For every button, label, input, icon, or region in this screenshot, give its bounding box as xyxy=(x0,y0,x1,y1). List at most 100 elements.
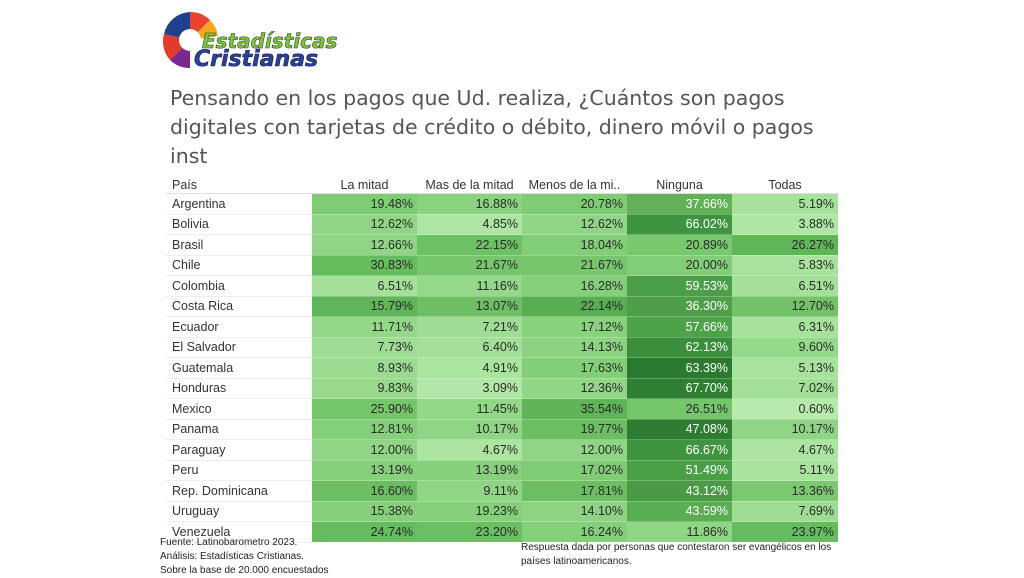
heatmap-cell: 20.89% xyxy=(627,234,732,256)
heatmap-cell: 19.23% xyxy=(417,501,522,522)
table-row: El Salvador 7.73% 6.40% 14.13% 62.13% 9.60% xyxy=(166,337,838,358)
table-row: Argentina 19.48% 16.88% 20.78% 37.66% 5.19% xyxy=(166,193,838,215)
heatmap-cell: 14.10% xyxy=(522,501,627,522)
heatmap-cell: 20.78% xyxy=(522,193,627,215)
table-row: Peru 13.19% 13.19% 17.02% 51.49% 5.11% xyxy=(166,460,838,481)
table-row: Venezuela 24.74% 23.20% 16.24% 11.86% 23.97% xyxy=(166,521,838,543)
heatmap-cell: 3.09% xyxy=(417,378,522,399)
heatmap-cell: 22.15% xyxy=(417,234,522,256)
heatmap-cell: 9.11% xyxy=(417,480,522,502)
heatmap-cell: 7.69% xyxy=(732,501,838,522)
country-label: El Salvador xyxy=(166,337,312,358)
table-row: Panama 12.81% 10.17% 19.77% 47.08% 10.17% xyxy=(166,419,838,440)
footer-note: Respuesta dada por personas que contesta… xyxy=(521,542,832,567)
table-row: Bolivia 12.62% 4.85% 12.62% 66.02% 3.88% xyxy=(166,214,838,235)
heatmap-table-container: País La mitad Mas de la mitad Menos de la … xyxy=(166,177,838,543)
heatmap-cell: 12.62% xyxy=(312,214,417,235)
heatmap-cell: 25.90% xyxy=(312,398,417,420)
country-label: Guatemala xyxy=(166,357,312,379)
table-row: Costa Rica 15.79% 13.07% 22.14% 36.30% 12.70% xyxy=(166,296,838,317)
country-label: Brasil xyxy=(166,234,312,256)
heatmap-cell: 37.66% xyxy=(627,193,732,215)
analysis-text: Análisis: Estadísticas Cristianas. xyxy=(160,551,304,562)
heatmap-cell: 5.83% xyxy=(732,255,838,276)
heatmap-cell: 17.63% xyxy=(522,357,627,379)
table-row: Honduras 9.83% 3.09% 12.36% 67.70% 7.02% xyxy=(166,378,838,399)
heatmap-cell: 59.53% xyxy=(627,275,732,297)
heatmap-cell: 20.00% xyxy=(627,255,732,276)
table-row: Chile 30.83% 21.67% 21.67% 20.00% 5.83% xyxy=(166,255,838,276)
heatmap-cell: 12.70% xyxy=(732,296,838,317)
country-label: Rep. Dominicana xyxy=(166,480,312,502)
heatmap-cell: 22.14% xyxy=(522,296,627,317)
heatmap-cell: 15.38% xyxy=(312,501,417,522)
heatmap-cell: 19.77% xyxy=(522,419,627,440)
table-row: Mexico 25.90% 11.45% 35.54% 26.51% 0.60% xyxy=(166,398,838,420)
heatmap-cell: 16.88% xyxy=(417,193,522,215)
heatmap-cell: 4.91% xyxy=(417,357,522,379)
heatmap-cell: 7.21% xyxy=(417,316,522,338)
heatmap-cell: 17.81% xyxy=(522,480,627,502)
heatmap-cell: 12.36% xyxy=(522,378,627,399)
heatmap-cell: 57.66% xyxy=(627,316,732,338)
heatmap-cell: 12.66% xyxy=(312,234,417,256)
logo-text-line1: Estadísticas xyxy=(202,29,337,53)
country-label: Uruguay xyxy=(166,501,312,522)
column-header: Todas xyxy=(732,177,838,194)
heatmap-cell: 12.62% xyxy=(522,214,627,235)
heatmap-cell: 16.60% xyxy=(312,480,417,502)
column-header: Ninguna xyxy=(627,177,732,194)
estadisticas-cristianas-logo: Estadísticas Cristianas xyxy=(160,8,360,70)
heatmap-cell: 4.67% xyxy=(417,439,522,461)
heatmap-cell: 30.83% xyxy=(312,255,417,276)
heatmap-cell: 11.16% xyxy=(417,275,522,297)
heatmap-cell: 15.79% xyxy=(312,296,417,317)
table-row: Ecuador 11.71% 7.21% 17.12% 57.66% 6.31% xyxy=(166,316,838,338)
heatmap-cell: 12.00% xyxy=(522,439,627,461)
chart-title: Pensando en los pagos que Ud. realiza, ¿… xyxy=(170,86,814,168)
heatmap-cell: 21.67% xyxy=(417,255,522,276)
table-row: Colombia 6.51% 11.16% 16.28% 59.53% 6.51% xyxy=(166,275,838,297)
heatmap-cell: 16.28% xyxy=(522,275,627,297)
heatmap-cell: 17.02% xyxy=(522,460,627,481)
heatmap-cell: 4.67% xyxy=(732,439,838,461)
column-header: Mas de la mitad xyxy=(417,177,522,194)
heatmap-cell: 21.67% xyxy=(522,255,627,276)
heatmap-cell: 19.48% xyxy=(312,193,417,215)
source-text: Fuente: Latinobarometro 2023. xyxy=(160,537,298,548)
column-header: La mitad xyxy=(312,177,417,194)
table-row: Paraguay 12.00% 4.67% 12.00% 66.67% 4.67% xyxy=(166,439,838,461)
heatmap-cell: 26.27% xyxy=(732,234,838,256)
heatmap-cell: 11.45% xyxy=(417,398,522,420)
country-label: Colombia xyxy=(166,275,312,297)
country-label: Panama xyxy=(166,419,312,440)
heatmap-cell: 0.60% xyxy=(732,398,838,420)
logo-center xyxy=(179,29,201,51)
footer-source: Fuente: Latinobarometro 2023. Análisis: … xyxy=(160,536,328,578)
heatmap-cell: 6.51% xyxy=(312,275,417,297)
logo-graphic: Estadísticas Cristianas xyxy=(162,11,338,70)
heatmap-cell: 16.24% xyxy=(522,521,627,543)
heatmap-cell: 9.83% xyxy=(312,378,417,399)
heatmap-cell: 67.70% xyxy=(627,378,732,399)
heatmap-cell: 26.51% xyxy=(627,398,732,420)
heatmap-cell: 6.51% xyxy=(732,275,838,297)
heatmap-cell: 66.67% xyxy=(627,439,732,461)
country-label: Peru xyxy=(166,460,312,481)
heatmap-cell: 5.11% xyxy=(732,460,838,481)
base-text: Sobre la base de 20.000 encuestados xyxy=(160,565,329,576)
heatmap-cell: 7.02% xyxy=(732,378,838,399)
heatmap-cell: 4.85% xyxy=(417,214,522,235)
table-row: Rep. Dominicana 16.60% 9.11% 17.81% 43.12% 13… xyxy=(166,480,838,502)
table-row: Guatemala 8.93% 4.91% 17.63% 63.39% 5.13% xyxy=(166,357,838,379)
heatmap-cell: 7.73% xyxy=(312,337,417,358)
heatmap-cell: 3.88% xyxy=(732,214,838,235)
heatmap-cell: 6.40% xyxy=(417,337,522,358)
heatmap-cell: 43.12% xyxy=(627,480,732,502)
country-label: Ecuador xyxy=(166,316,312,338)
column-header: Menos de la mi.. xyxy=(522,177,627,194)
heatmap-cell: 13.36% xyxy=(732,480,838,502)
heatmap-cell: 13.19% xyxy=(417,460,522,481)
heatmap-cell: 9.60% xyxy=(732,337,838,358)
heatmap-cell: 62.13% xyxy=(627,337,732,358)
